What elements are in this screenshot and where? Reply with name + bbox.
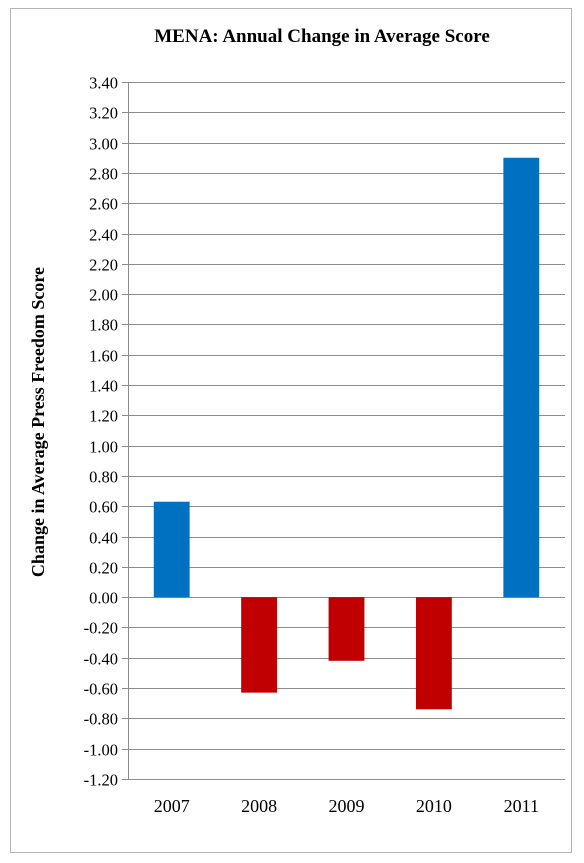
y-tick-label: -0.80: [84, 710, 118, 729]
chart-title: MENA: Annual Change in Average Score: [154, 26, 490, 47]
bar-2008: [241, 597, 278, 693]
y-axis-label: Change in Average Press Freedom Score: [28, 267, 48, 577]
chart-frame: [10, 8, 572, 853]
bars: [153, 157, 540, 710]
bar-2009: [328, 597, 365, 661]
y-tick-label: 2.40: [89, 226, 118, 245]
y-tick-label: 1.00: [89, 438, 118, 457]
y-tick-label: 2.20: [89, 256, 118, 275]
x-tick-labels: 2007 2008 2009 2010 2011: [154, 796, 539, 816]
y-tick-label: 2.00: [89, 286, 118, 305]
x-tick-label: 2010: [416, 796, 452, 816]
y-tick-label: 3.20: [89, 104, 118, 123]
y-tick-label: -0.20: [84, 619, 118, 638]
y-tick-label: -1.00: [84, 741, 118, 760]
y-tick-labels: -1.20 -1.00 -0.80 -0.60 -0.40 -0.20 0.00 0.20 0.…: [84, 74, 118, 790]
y-tick-label: 0.20: [89, 559, 118, 578]
y-tick-label: 3.40: [89, 74, 118, 93]
bar-2007: [153, 501, 190, 598]
gridlines: [122, 82, 565, 780]
y-tick-label: 0.00: [89, 589, 118, 608]
y-tick-label: 1.20: [89, 407, 118, 426]
y-tick-label: -0.40: [84, 650, 118, 669]
y-tick-label: -1.20: [84, 771, 118, 790]
bar-2010: [415, 597, 452, 710]
x-tick-label: 2008: [241, 796, 277, 816]
y-tick-label: 1.80: [89, 316, 118, 335]
x-tick-label: 2009: [329, 796, 365, 816]
y-tick-label: 1.60: [89, 347, 118, 366]
x-tick-label: 2011: [504, 796, 539, 816]
y-tick-label: 0.60: [89, 498, 118, 517]
y-tick-label: 0.80: [89, 468, 118, 487]
x-tick-label: 2007: [154, 796, 190, 816]
y-tick-label: 1.40: [89, 377, 118, 396]
bar-2011: [503, 157, 540, 598]
y-tick-label: 3.00: [89, 135, 118, 154]
y-tick-label: 2.60: [89, 195, 118, 214]
y-tick-label: 2.80: [89, 165, 118, 184]
y-tick-label: -0.60: [84, 680, 118, 699]
y-tick-label: 0.40: [89, 529, 118, 548]
